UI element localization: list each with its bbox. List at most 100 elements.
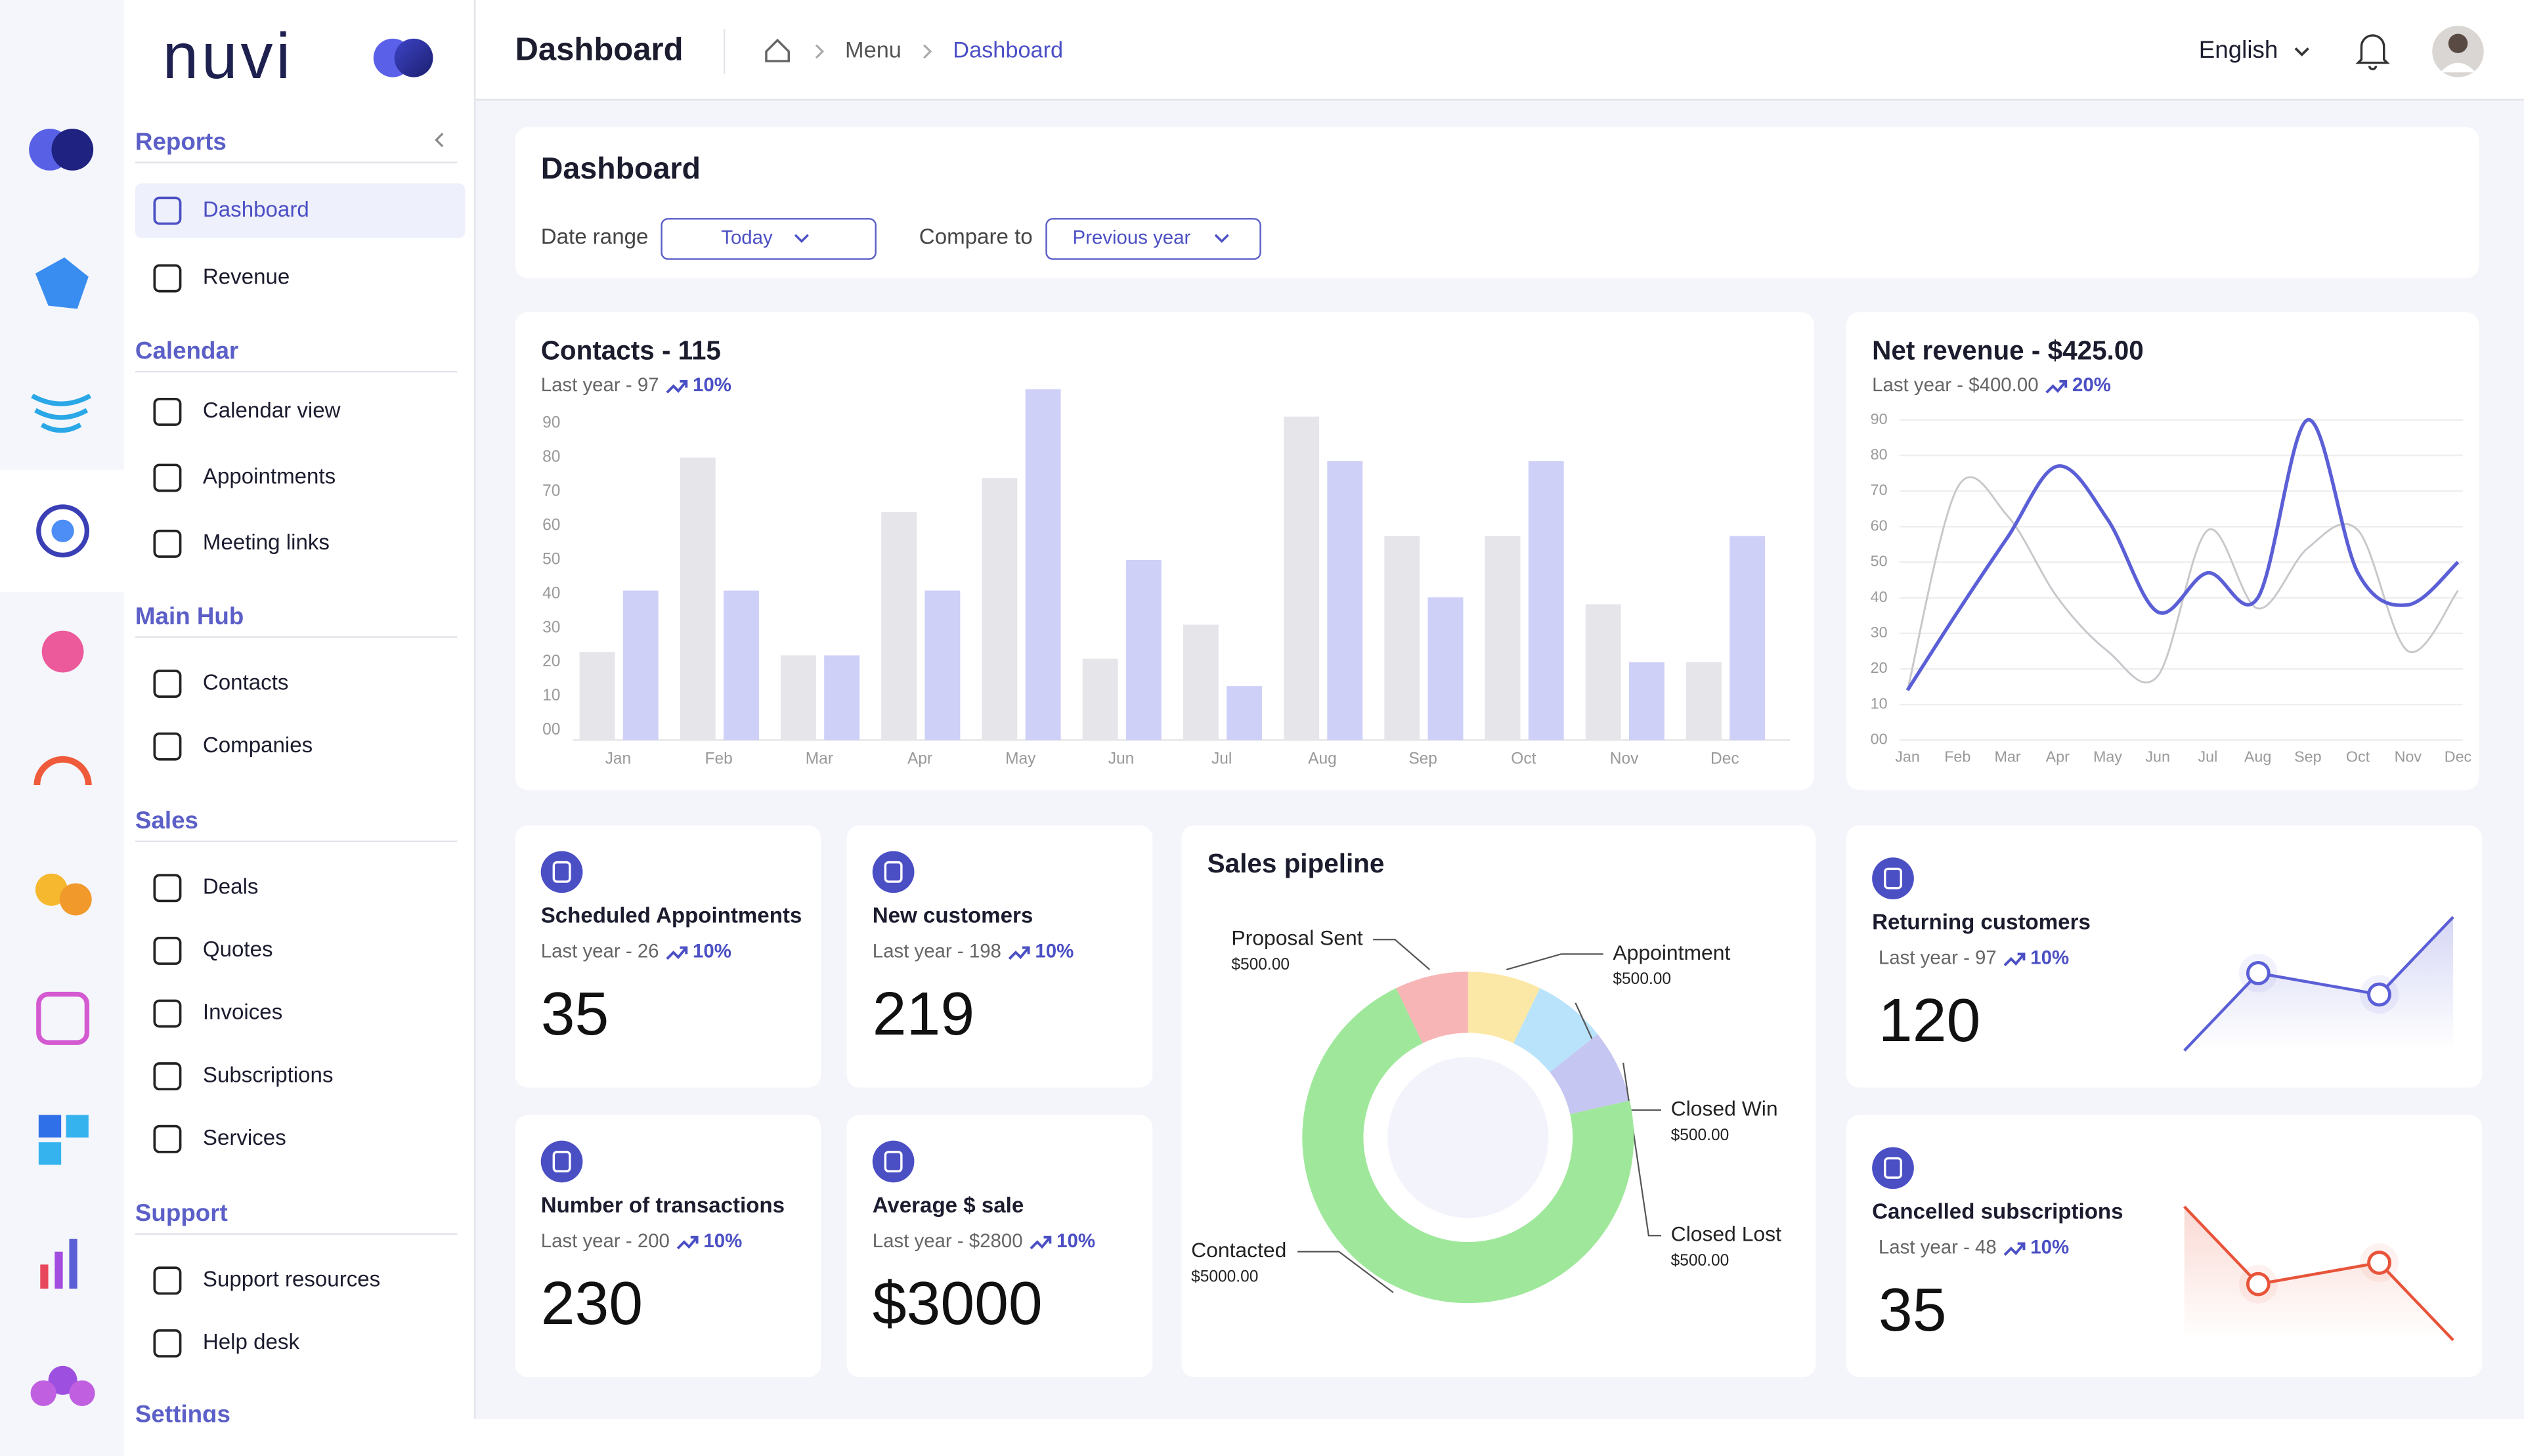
slice-label: Closed Win (1671, 1096, 1778, 1120)
y-tick-label: 70 (542, 482, 560, 500)
sparkline-point (2246, 961, 2271, 985)
menu-item[interactable]: Contacts (203, 670, 289, 695)
x-tick-label: Mar (1994, 748, 2020, 765)
change: 10% (2030, 1237, 2069, 1258)
card-icon-glyph (552, 861, 571, 883)
brand-logo[interactable]: nuvi (163, 20, 294, 92)
rail-icons (29, 129, 95, 1407)
menu-item[interactable]: Companies (203, 733, 313, 758)
x-tick-label: Jul (1211, 750, 1232, 767)
menu-item[interactable]: Support resources (203, 1268, 380, 1292)
logo-mark (394, 38, 433, 77)
bar (1125, 559, 1162, 740)
rail-icon-part (69, 1239, 77, 1289)
menu-icon (153, 670, 182, 698)
change: 10% (1056, 1230, 1095, 1252)
rail-icon-part (38, 1142, 62, 1165)
select-value: Previous year (1073, 227, 1191, 249)
menu-item[interactable]: Dashboard (203, 198, 309, 222)
menu-item[interactable]: Subscriptions (203, 1063, 334, 1087)
menu-item[interactable]: Invoices (203, 1000, 282, 1025)
menu-item[interactable]: Revenue (203, 265, 290, 289)
card-title: Scheduled Appointments (541, 904, 802, 928)
rail-icon[interactable] (36, 504, 90, 558)
bar (1082, 658, 1118, 740)
change: 10% (693, 941, 731, 962)
x-tick-label: Jan (1895, 748, 1920, 765)
x-tick-label: Jun (1108, 750, 1135, 767)
y-tick-label: 80 (1871, 446, 1888, 463)
menu-item[interactable]: Quotes (203, 937, 273, 962)
rail-icon[interactable] (40, 1264, 49, 1289)
card-icon-glyph (884, 1151, 903, 1172)
date-range-select[interactable] (661, 218, 877, 260)
slice-label: Closed Lost (1671, 1222, 1781, 1246)
y-tick-label: 50 (1871, 553, 1888, 570)
y-tick-label: 60 (1871, 517, 1888, 534)
notification-bell[interactable] (2355, 34, 2390, 71)
bar (579, 652, 615, 740)
x-tick-label: Jun (2145, 748, 2170, 765)
collapse-icon[interactable] (435, 133, 444, 148)
menu-icon (153, 874, 182, 903)
rail-icon-part (51, 129, 94, 171)
menu-item[interactable]: Appointments (203, 465, 336, 489)
menu-item[interactable]: Help desk (203, 1330, 300, 1354)
menu-icon (153, 1329, 182, 1358)
x-tick-label: Apr (907, 750, 932, 767)
change: 10% (1035, 941, 1074, 962)
pie-slice (1396, 972, 1468, 1044)
rail-icon[interactable] (33, 756, 92, 786)
rail-icon[interactable] (35, 257, 89, 309)
menu-icon (153, 999, 182, 1028)
card-icon-glyph (552, 1151, 571, 1172)
subtitle: Last year - 198 (873, 941, 1001, 962)
rail-icon[interactable] (36, 991, 90, 1045)
subtitle: Last year - 48 (1879, 1237, 1997, 1258)
compare-select[interactable] (1045, 218, 1261, 260)
menu-icon (153, 397, 182, 426)
revenue-card (1846, 312, 2479, 790)
card-value: 35 (541, 979, 609, 1048)
trend-icon (2003, 1242, 2026, 1256)
menu-icon (153, 264, 182, 293)
dropdown-chevron (2294, 47, 2309, 56)
menu-item[interactable]: Meeting links (203, 530, 330, 555)
menu-item[interactable]: Deals (203, 875, 259, 899)
rail-icon[interactable] (38, 1115, 62, 1138)
rail-icon[interactable] (41, 630, 84, 673)
bar (1427, 597, 1464, 740)
x-tick-label: May (2093, 748, 2122, 765)
breadcrumb-separator (815, 44, 824, 59)
section-title: Dashboard (541, 151, 701, 185)
card-icon-glyph (1884, 867, 1902, 889)
trend-icon (2003, 953, 2026, 966)
slice-label: Appointment (1613, 941, 1730, 964)
bar (925, 590, 961, 740)
rail-icon[interactable] (48, 1365, 77, 1395)
rail-icon-part (54, 1251, 63, 1289)
menu-item[interactable]: Services (203, 1126, 286, 1150)
bar (1730, 536, 1766, 740)
leader-line (1297, 1251, 1394, 1293)
y-tick-label: 50 (542, 550, 560, 568)
menu-item[interactable]: Calendar view (203, 398, 341, 423)
y-tick-label: 90 (542, 414, 560, 432)
rail-icon[interactable] (31, 393, 92, 433)
x-tick-label: Jul (2198, 748, 2218, 765)
slice-value: $500.00 (1671, 1126, 1730, 1144)
app-rail (0, 0, 124, 1456)
bar (1384, 536, 1420, 740)
language-select[interactable]: English (2199, 36, 2278, 63)
bar (1227, 686, 1262, 740)
chart-title: Sales pipeline (1208, 848, 1385, 878)
home-icon[interactable] (765, 38, 790, 62)
leader-line (1506, 953, 1603, 971)
slice-value: $500.00 (1231, 956, 1290, 974)
card-title: Returning customers (1872, 910, 2091, 935)
rail-icon[interactable] (35, 873, 68, 906)
sidebar: Reports Dashboard Revenue Calendar Calendar … (135, 128, 466, 1423)
subtitle: Last year - 97 (1879, 947, 1997, 968)
breadcrumb[interactable]: Menu (845, 37, 902, 62)
